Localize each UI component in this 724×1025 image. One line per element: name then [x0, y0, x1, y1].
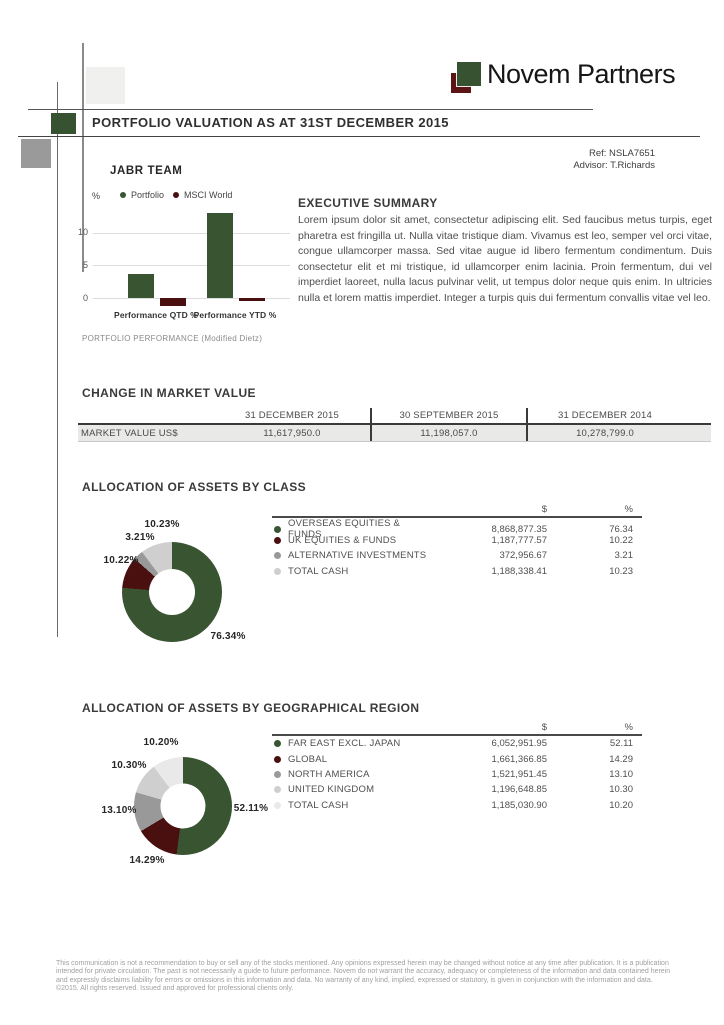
- class-callout-total-cash: 10.23%: [144, 519, 180, 530]
- row-dot-icon: [274, 770, 281, 778]
- deco-square-gray: [21, 139, 51, 168]
- market-value-sep-2015: 11,198,057.0: [370, 425, 526, 441]
- region-allocation-heading: ALLOCATION OF ASSETS BY GEOGRAPHICAL REG…: [82, 701, 420, 715]
- market-value-dec-2015: 11,617,950.0: [263, 427, 321, 439]
- class-allocation-table: $ % OVERSEAS EQUITIES & FUNDS 8,868,877.…: [272, 504, 642, 579]
- disclaimer-text: This communication is not a recommendati…: [56, 960, 671, 992]
- market-value-table: 31 DECEMBER 2015 30 SEPTEMBER 2015 31 DE…: [78, 408, 711, 442]
- table-row: ALTERNATIVE INVESTMENTS 372,956.67 3.21: [272, 548, 642, 563]
- region-allocation-table: $ % FAR EAST EXCL. JAPAN 6,052,951.95 52…: [272, 722, 642, 813]
- col-header-dec-2014: 31 DECEMBER 2014: [526, 408, 682, 423]
- gridline: [93, 298, 290, 299]
- donut-hole: [160, 783, 206, 829]
- x-category-ytd: Performance YTD %: [193, 310, 277, 320]
- percent-column-header: %: [624, 722, 633, 733]
- y-axis-label: %: [92, 191, 101, 201]
- legend-label: Portfolio: [131, 190, 165, 200]
- performance-plot: 10 5 0: [78, 188, 293, 328]
- x-category-qtd: Performance QTD %: [114, 310, 198, 320]
- performance-chart: % Portfolio MSCI World 10 5 0 Performance …: [78, 188, 293, 350]
- class-allocation-heading: ALLOCATION OF ASSETS BY CLASS: [82, 480, 307, 494]
- bar-portfolio-1: [207, 213, 233, 298]
- region-callout-global: 14.29%: [129, 855, 165, 866]
- market-value-row-label: MARKET VALUE US$: [81, 427, 178, 439]
- bar-msci-world-0: [160, 298, 186, 306]
- bar-portfolio-0: [128, 274, 154, 298]
- y-tick-label: 5: [82, 259, 88, 270]
- region-callout-uk: 10.30%: [111, 760, 147, 771]
- table-row: OVERSEAS EQUITIES & FUNDS 8,868,877.35 7…: [272, 518, 642, 540]
- donut-hole: [149, 569, 195, 615]
- col-header-sep-2015: 30 SEPTEMBER 2015: [370, 408, 526, 423]
- reference-block: Ref: NSLA7651 Advisor: T.Richards: [573, 148, 655, 172]
- class-callout-overseas: 76.34%: [210, 631, 246, 642]
- ref-number: Ref: NSLA7651: [588, 148, 655, 159]
- gridline: [93, 232, 290, 234]
- region-callout-total-cash: 10.20%: [143, 737, 179, 748]
- region-table-header: $ %: [272, 722, 642, 736]
- executive-summary-text: Lorem ipsum dolor sit amet, consectetur …: [298, 214, 712, 304]
- row-dot-icon: [274, 537, 281, 545]
- title-bottom-rule: [18, 136, 700, 137]
- region-allocation-donut: [134, 757, 232, 855]
- row-dot-icon: [274, 525, 281, 533]
- row-dot-icon: [274, 786, 281, 794]
- portfolio-dot-icon: [120, 192, 126, 198]
- title-green-square: [51, 113, 76, 134]
- table-row: FAR EAST EXCL. JAPAN 6,052,951.95 52.11: [272, 736, 642, 751]
- logo-green-square-icon: [457, 62, 481, 86]
- page-title: PORTFOLIO VALUATION AS AT 31ST DECEMBER …: [92, 115, 449, 130]
- class-callout-uk: 10.22%: [103, 555, 139, 566]
- legend-label: MSCI World: [184, 190, 233, 200]
- deco-square-light: [86, 67, 125, 104]
- market-value-header-row: 31 DECEMBER 2015 30 SEPTEMBER 2015 31 DE…: [78, 408, 711, 425]
- advisor-name: Advisor: T.Richards: [573, 160, 655, 171]
- market-value-data-row: MARKET VALUE US$ 11,617,950.0 11,198,057…: [78, 425, 711, 442]
- table-row: TOTAL CASH 1,185,030.90 10.20: [272, 798, 642, 813]
- chart-legend: Portfolio MSCI World: [120, 190, 232, 200]
- dollar-column-header: $: [541, 504, 547, 515]
- bar-msci-world-1: [239, 298, 265, 302]
- chart-caption: PORTFOLIO PERFORMANCE (Modified Dietz): [82, 334, 263, 343]
- company-name: Novem Partners: [487, 59, 676, 89]
- executive-summary-heading: EXECUTIVE SUMMARY: [298, 196, 438, 210]
- dollar-column-header: $: [541, 722, 547, 733]
- class-callout-alternative: 3.21%: [125, 532, 155, 543]
- y-tick-label: 10: [77, 227, 88, 238]
- team-name: JABR TEAM: [110, 165, 183, 177]
- region-callout-far-east: 52.11%: [233, 803, 269, 814]
- table-row: UNITED KINGDOM 1,196,648.85 10.30: [272, 782, 642, 797]
- row-dot-icon: [274, 755, 281, 763]
- class-table-header: $ %: [272, 504, 642, 518]
- legend-item-msci: MSCI World: [173, 190, 232, 200]
- gridline: [93, 265, 290, 267]
- y-tick-label: 0: [82, 292, 88, 303]
- company-logo: Novem Partners: [451, 59, 691, 95]
- percent-column-header: %: [624, 504, 633, 515]
- region-callout-north-america: 13.10%: [101, 805, 137, 816]
- msci-dot-icon: [173, 192, 180, 198]
- table-row: TOTAL CASH 1,188,338.41 10.23: [272, 564, 642, 579]
- row-dot-icon: [274, 552, 281, 560]
- left-vertical-rule: [57, 82, 58, 637]
- market-value-dec-2014: 10,278,799.0: [526, 425, 682, 441]
- inner-vertical-rule: [82, 43, 84, 272]
- row-dot-icon: [274, 567, 281, 575]
- table-row: GLOBAL 1,661,366.85 14.29: [272, 751, 642, 766]
- title-top-rule: [28, 109, 593, 110]
- row-dot-icon: [274, 740, 281, 748]
- table-row: UK EQUITIES & FUNDS 1,187,777.57 10.22: [272, 533, 642, 548]
- market-value-heading: CHANGE IN MARKET VALUE: [82, 386, 256, 400]
- legend-item-portfolio: Portfolio: [120, 190, 164, 200]
- row-dot-icon: [274, 801, 281, 809]
- class-allocation-donut: [122, 542, 222, 642]
- table-row: NORTH AMERICA 1,521,951.45 13.10: [272, 767, 642, 782]
- col-header-dec-2015: 31 DECEMBER 2015: [244, 410, 340, 421]
